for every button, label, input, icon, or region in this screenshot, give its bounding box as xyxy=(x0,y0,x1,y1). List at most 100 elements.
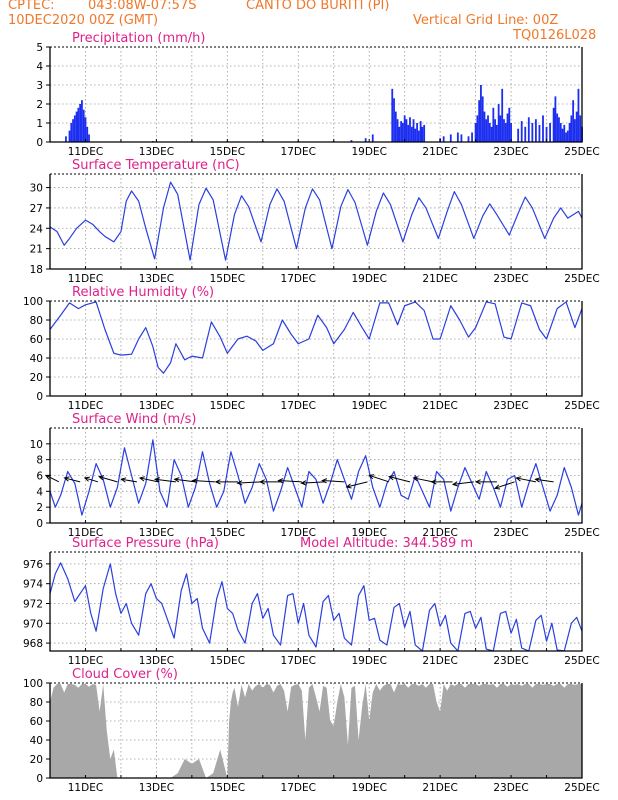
precip-bar xyxy=(572,100,575,142)
precip-bar xyxy=(504,123,507,142)
precip-ytick-label: 4 xyxy=(36,61,43,73)
rh-xtick-label: 25DEC xyxy=(564,400,599,412)
cloud-ytick-label: 0 xyxy=(36,773,43,785)
temp-xtick-label: 21DEC xyxy=(422,273,457,285)
precip-xtick-label: 13DEC xyxy=(139,146,174,158)
wind-arrow-shaft xyxy=(45,474,60,483)
wind-arrow-head xyxy=(388,475,395,481)
precip-xtick-label: 21DEC xyxy=(422,146,457,158)
precip-bar xyxy=(401,123,404,142)
precip-bar xyxy=(73,115,76,142)
wind-title: Surface Wind (m/s) xyxy=(72,412,196,427)
precip-bar xyxy=(398,126,401,142)
precip-bar xyxy=(393,98,395,142)
precip-bar xyxy=(419,121,422,142)
precip-bar xyxy=(487,115,489,142)
precip-bar xyxy=(552,107,555,142)
precip-bar xyxy=(391,88,394,142)
precip-bar xyxy=(65,136,67,142)
temp-xtick-label: 25DEC xyxy=(564,273,599,285)
pres-xtick-label: 21DEC xyxy=(422,655,457,667)
precip-bar xyxy=(394,111,397,142)
precip-bar xyxy=(410,126,413,142)
precip-xtick-label: 25DEC xyxy=(564,146,599,158)
precip-bar xyxy=(570,115,573,142)
temp-xtick-label: 11DEC xyxy=(68,273,103,285)
wind-arrow-shaft xyxy=(389,476,411,483)
rh-ytick-label: 60 xyxy=(30,334,43,346)
precip-bar xyxy=(568,123,571,142)
precip-xtick-label: 19DEC xyxy=(351,146,386,158)
cloud-ytick-label: 40 xyxy=(30,735,43,747)
precip-bar xyxy=(561,128,564,142)
header-location: CANTO DO BURITI (PI) xyxy=(246,0,390,13)
rh-xtick-label: 11DEC xyxy=(68,400,103,412)
temp-xtick-label: 15DEC xyxy=(210,273,245,285)
wind-arrow-head xyxy=(368,474,375,480)
cloud-xtick-label: 13DEC xyxy=(139,782,174,794)
precip-bar xyxy=(68,130,71,142)
wind-arrow-head xyxy=(412,476,419,482)
pres-ytick-label: 974 xyxy=(23,579,43,591)
cloud-xtick-label: 11DEC xyxy=(68,782,103,794)
precip-bar xyxy=(490,126,493,142)
precip-bar xyxy=(88,134,90,142)
precip-bar xyxy=(456,132,459,142)
wind-arrow-head xyxy=(515,476,522,482)
wind-xtick-label: 11DEC xyxy=(68,527,103,539)
precip-bar xyxy=(423,124,426,142)
pres-ytick-label: 972 xyxy=(23,598,43,610)
wind-arrow-head xyxy=(474,479,481,485)
precip-bar xyxy=(510,123,512,142)
temp-frame xyxy=(49,174,583,270)
precip-bar xyxy=(559,123,562,142)
precip-bar xyxy=(531,123,534,142)
precip-bar xyxy=(400,121,403,142)
rh-series-line xyxy=(49,301,583,374)
wind-arrow-shaft xyxy=(452,481,474,485)
wind-arrow-head xyxy=(138,476,145,482)
precip-bar xyxy=(480,85,482,142)
precip-bar xyxy=(575,111,578,142)
precip-bar xyxy=(483,111,486,142)
wind-ytick-label: 6 xyxy=(36,471,43,483)
precip-bar xyxy=(471,132,473,142)
temp-ytick-label: 30 xyxy=(30,183,43,195)
temp-xtick-label: 17DEC xyxy=(281,273,316,285)
precip-bar xyxy=(405,119,408,142)
wind-arrow-shaft xyxy=(346,481,368,488)
precip-bar xyxy=(520,121,523,142)
pres-ytick-label: 968 xyxy=(23,638,43,650)
precip-ytick-label: 5 xyxy=(36,42,43,54)
precip-bar xyxy=(460,134,463,142)
pres-subtitle: Model Altitude: 344.589 m xyxy=(300,536,473,551)
wind-arrow-head xyxy=(534,477,541,483)
precip-bar xyxy=(409,117,411,142)
rh-frame xyxy=(49,301,583,397)
cloud-xtick-label: 23DEC xyxy=(493,782,528,794)
precip-bar xyxy=(70,123,73,142)
wind-xtick-label: 17DEC xyxy=(281,527,316,539)
temp-ytick-label: 18 xyxy=(30,264,43,276)
cloud-xtick-label: 25DEC xyxy=(564,782,599,794)
precip-bar xyxy=(506,113,509,142)
wind-arrow-shaft xyxy=(174,478,196,483)
wind-arrow-head xyxy=(83,476,90,482)
pres-ytick-label: 976 xyxy=(23,559,43,571)
pres-xtick-label: 11DEC xyxy=(68,655,103,667)
precip-bar xyxy=(577,88,580,142)
precip-bar xyxy=(414,128,417,142)
wind-arrow-head xyxy=(345,483,352,489)
precip-bar xyxy=(403,115,406,142)
rh-title: Relative Humidity (%) xyxy=(72,285,214,300)
wind-arrow-shaft xyxy=(84,477,99,483)
rh-ytick-label: 100 xyxy=(23,296,43,308)
precip-bar xyxy=(421,126,424,142)
pres-xtick-label: 25DEC xyxy=(564,655,599,667)
wind-arrow-shaft xyxy=(369,474,389,483)
header-datetime: 10DEC2020 00Z (GMT) xyxy=(8,13,159,28)
wind-arrow-shaft xyxy=(278,480,302,483)
pres-ytick-label: 970 xyxy=(23,618,43,630)
precip-bar xyxy=(79,104,82,142)
